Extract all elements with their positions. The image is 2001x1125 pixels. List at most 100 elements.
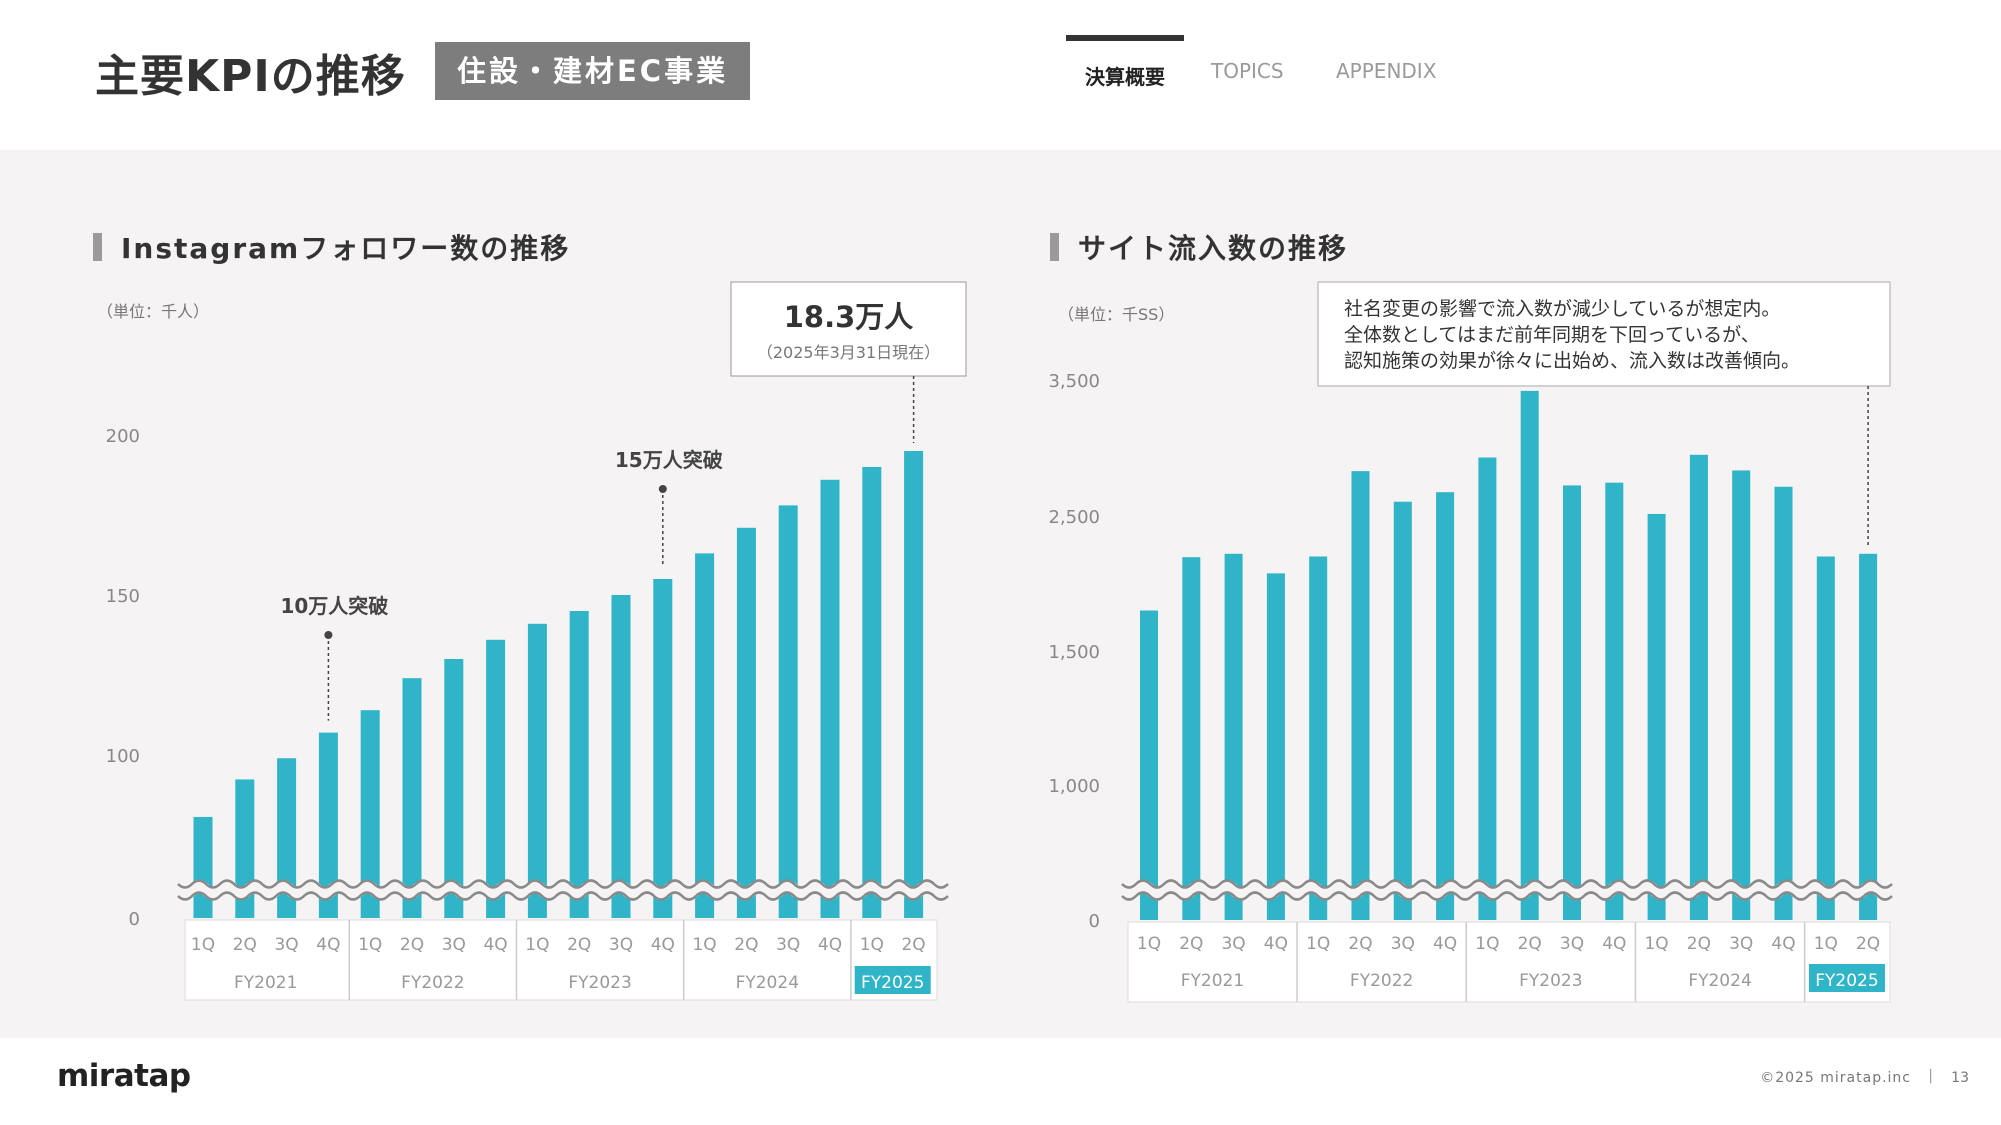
category-label: 4Q — [1264, 934, 1288, 954]
header: 主要KPIの推移 住設・建材EC事業 決算概要 TOPICS APPENDIX — [0, 0, 2001, 150]
unit-label: （単位：千人） — [97, 302, 209, 321]
category-label: 4Q — [1771, 934, 1795, 954]
bar — [1859, 553, 1878, 920]
category-label: 1Q — [692, 935, 716, 955]
category-label: 2Q — [233, 935, 257, 955]
annotation-label: 15万人突破 — [615, 448, 723, 472]
bar — [318, 732, 338, 918]
bar — [1647, 513, 1666, 920]
bar — [611, 595, 631, 918]
bar — [402, 678, 422, 918]
bar — [1309, 556, 1328, 920]
chart-title: Instagramフォロワー数の推移 — [121, 232, 570, 265]
category-label: 4Q — [1433, 934, 1457, 954]
axis-break-line — [1121, 891, 1893, 901]
chart-title: サイト流入数の推移 — [1078, 232, 1348, 265]
category-label: 2Q — [734, 935, 758, 955]
annotation-label: 10万人突破 — [280, 594, 388, 618]
bar — [486, 639, 506, 918]
category-label: 1Q — [1475, 934, 1499, 954]
bar — [653, 579, 673, 918]
fy-label: FY2024 — [1688, 971, 1751, 991]
category-label: 3Q — [776, 935, 800, 955]
category-label: 1Q — [1306, 934, 1330, 954]
category-label: 3Q — [609, 935, 633, 955]
bar — [1520, 390, 1539, 920]
title-marker — [93, 233, 102, 261]
y-tick-label: 100 — [106, 746, 140, 767]
callout-value: 18.3万人 — [784, 300, 914, 334]
axis-break-line — [177, 891, 949, 901]
page-number: 13 — [1951, 1070, 1969, 1086]
company-logo[interactable]: miratap — [57, 1058, 191, 1094]
bar — [1140, 610, 1158, 920]
bar — [1393, 501, 1412, 920]
category-label: 1Q — [860, 935, 884, 955]
category-label: 2Q — [1856, 934, 1880, 954]
category-label: 2Q — [901, 935, 925, 955]
category-label: 4Q — [818, 935, 842, 955]
category-label: 3Q — [1391, 934, 1415, 954]
footer: miratap ©2025 miratap.inc | 13 — [0, 1038, 2001, 1125]
fy-highlight — [854, 966, 931, 994]
category-axis-box — [1127, 921, 1891, 1003]
bar — [277, 758, 297, 918]
callout-box — [730, 281, 967, 377]
bar — [1605, 482, 1624, 920]
bar — [1689, 454, 1708, 920]
category-label: 2Q — [1518, 934, 1542, 954]
category-label: 2Q — [1179, 934, 1203, 954]
bar — [569, 611, 589, 918]
annotation-dot — [658, 485, 667, 493]
bar — [778, 505, 798, 918]
unit-label: （単位：千SS） — [1058, 305, 1174, 324]
copyright: ©2025 miratap.inc — [1760, 1070, 1911, 1086]
category-label: 3Q — [1221, 934, 1245, 954]
y-tick-label: 0 — [129, 909, 140, 930]
category-label: 2Q — [400, 935, 424, 955]
category-label: 1Q — [1137, 934, 1161, 954]
axis-break-band — [1117, 880, 1897, 900]
category-label: 1Q — [191, 935, 215, 955]
category-label: 1Q — [525, 935, 549, 955]
category-label: 4Q — [316, 935, 340, 955]
axis-break-line — [177, 879, 949, 889]
callout-box — [1317, 281, 1891, 387]
bar — [1266, 573, 1285, 920]
tab-appendix[interactable]: APPENDIX — [1336, 59, 1437, 83]
fy-label: FY2021 — [234, 973, 297, 993]
y-tick-label: 2,500 — [1048, 507, 1100, 528]
bar — [695, 553, 715, 918]
category-label: 4Q — [1602, 934, 1626, 954]
tab-financial-summary[interactable]: 決算概要 — [1066, 35, 1184, 91]
bar — [444, 659, 464, 918]
category-label: 2Q — [567, 935, 591, 955]
callout-line: 認知施策の効果が徐々に出始め、流入数は改善傾向。 — [1344, 350, 1800, 372]
page-title: 主要KPIの推移 — [95, 51, 406, 102]
annotation-dot — [324, 631, 333, 639]
category-label: 3Q — [1729, 934, 1753, 954]
y-tick-label: 3,500 — [1048, 371, 1100, 392]
y-tick-label: 150 — [106, 586, 140, 607]
bar — [1224, 553, 1243, 920]
callout-line: 社名変更の影響で流入数が減少しているが想定内。 — [1344, 298, 1780, 320]
tab-topics[interactable]: TOPICS — [1211, 59, 1284, 83]
fy-label: FY2021 — [1181, 971, 1244, 991]
bar — [193, 816, 213, 918]
callout-line: 全体数としてはまだ前年同期を下回っているが、 — [1344, 324, 1760, 346]
category-label: 4Q — [651, 935, 675, 955]
bar — [820, 479, 840, 918]
fy-label: FY2025 — [1815, 971, 1878, 991]
bar — [360, 710, 380, 918]
axis-break-line — [1121, 879, 1893, 889]
category-axis-box — [184, 919, 938, 1001]
bar — [862, 467, 882, 918]
bar — [1816, 556, 1835, 920]
bar — [1436, 492, 1455, 920]
bar — [904, 451, 924, 918]
fy-highlight — [1808, 964, 1885, 992]
fy-label: FY2022 — [401, 973, 464, 993]
y-tick-label: 1,000 — [1048, 776, 1100, 797]
fy-label: FY2024 — [736, 973, 799, 993]
